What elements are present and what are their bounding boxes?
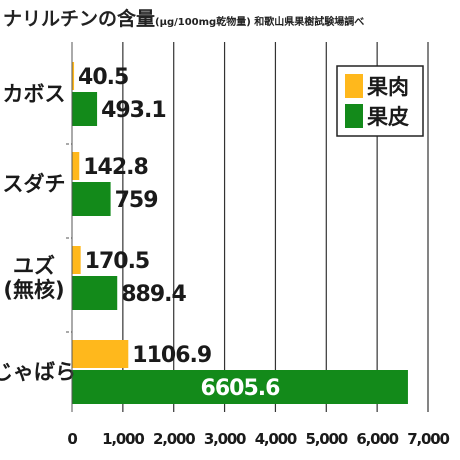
category-label-3: じゃばら xyxy=(0,360,76,384)
x-tick-label-6: 6,000 xyxy=(356,430,398,448)
data-label-peel-0: 493.1 xyxy=(101,98,166,123)
legend-label-flesh: 果肉 xyxy=(367,75,409,99)
data-label-peel-3: 6605.6 xyxy=(201,376,281,401)
x-tick-label-5: 5,000 xyxy=(306,430,348,448)
chart-subtitle: (μg/100mg乾物量) 和歌山県果樹試験場調べ xyxy=(155,17,365,28)
bar-peel-0 xyxy=(72,92,98,126)
legend-swatch-flesh xyxy=(345,74,363,98)
x-tick-label-7: 7,000 xyxy=(407,430,449,448)
category-label-0: カボス xyxy=(3,82,66,106)
chart-title: ナリルチンの含量(μg/100mg乾物量) 和歌山県果樹試験場調べ xyxy=(3,4,364,31)
x-tick-label-0: 0 xyxy=(67,430,77,448)
data-label-flesh-1: 142.8 xyxy=(83,155,148,180)
bar-flesh-0 xyxy=(72,62,75,90)
data-label-peel-1: 759 xyxy=(115,188,158,213)
data-label-flesh-2: 170.5 xyxy=(85,249,150,274)
bar-flesh-2 xyxy=(72,246,81,274)
bar-flesh-3 xyxy=(72,340,129,368)
bar-peel-3 xyxy=(72,370,408,404)
category-label-1: スダチ xyxy=(3,172,66,196)
chart-title-main: ナリルチンの含量 xyxy=(3,8,156,30)
legend-label-peel: 果皮 xyxy=(367,105,409,129)
category-label-2-line1: (無核) xyxy=(3,278,64,302)
bar-peel-1 xyxy=(72,182,111,216)
bar-peel-2 xyxy=(72,276,118,310)
data-label-peel-2: 889.4 xyxy=(121,282,186,307)
category-label-2-line0: ユズ xyxy=(13,254,55,278)
x-tick-label-4: 4,000 xyxy=(255,430,297,448)
x-tick-label-1: 1,000 xyxy=(102,430,144,448)
legend-swatch-peel xyxy=(345,104,363,128)
x-tick-label-3: 3,000 xyxy=(204,430,246,448)
bar-flesh-1 xyxy=(72,152,80,180)
data-label-flesh-0: 40.5 xyxy=(78,65,128,90)
x-tick-label-2: 2,000 xyxy=(153,430,195,448)
data-label-flesh-3: 1106.9 xyxy=(132,343,211,368)
